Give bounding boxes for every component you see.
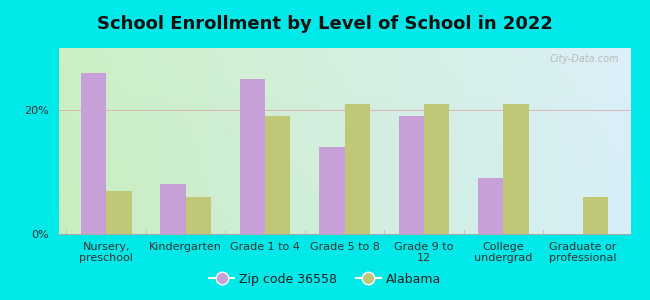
Bar [344, 104, 370, 234]
Bar [424, 104, 449, 234]
Bar [81, 73, 106, 234]
Bar [478, 178, 503, 234]
Bar [583, 197, 608, 234]
Text: School Enrollment by Level of School in 2022: School Enrollment by Level of School in … [97, 15, 553, 33]
Bar [160, 184, 186, 234]
Bar [265, 116, 291, 234]
Bar [503, 104, 529, 234]
Text: City-Data.com: City-Data.com [549, 54, 619, 64]
Bar [319, 147, 344, 234]
Legend: Zip code 36558, Alabama: Zip code 36558, Alabama [204, 268, 446, 291]
Bar [186, 197, 211, 234]
Bar [240, 79, 265, 234]
Bar [106, 190, 131, 234]
Bar [398, 116, 424, 234]
